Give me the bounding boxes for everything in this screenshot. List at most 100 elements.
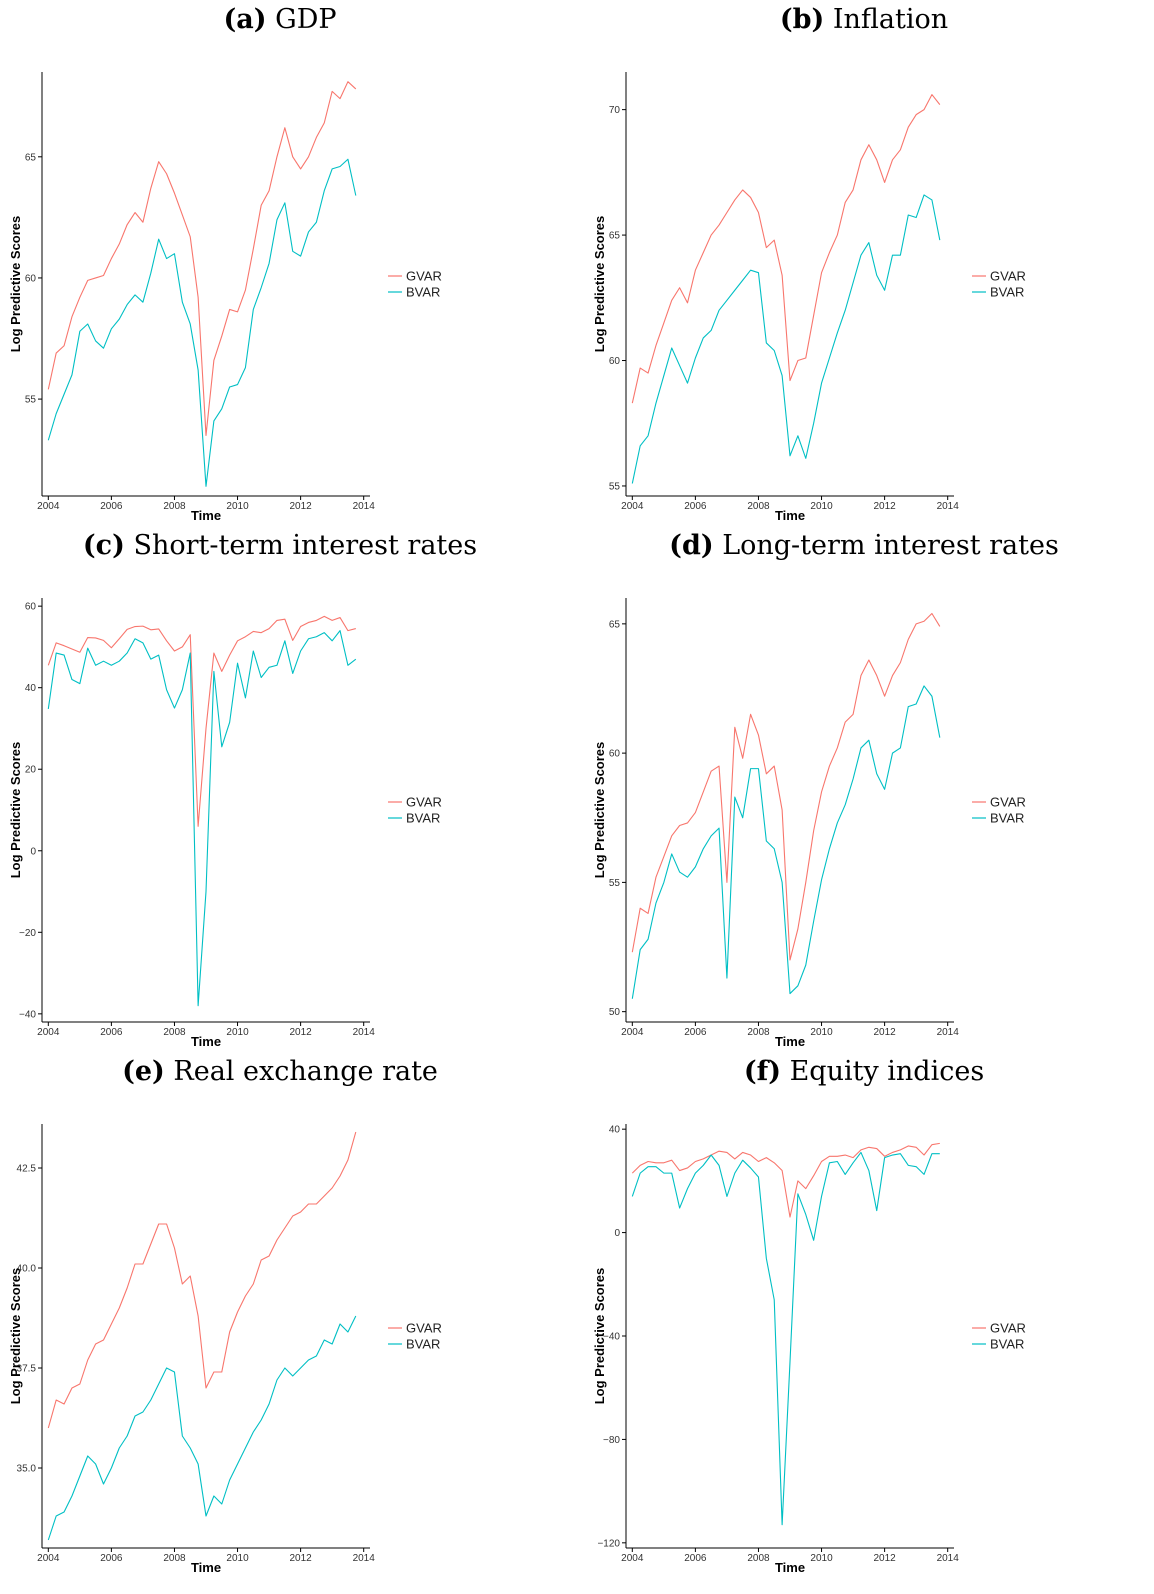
x-tick-label: 2014 (353, 501, 376, 512)
x-tick-label: 2008 (747, 1027, 770, 1038)
y-axis-title: Log Predictive Scores (592, 742, 607, 879)
y-tick-label: −20 (19, 928, 36, 939)
x-tick-label: 2004 (37, 1553, 60, 1564)
y-tick-label: 65 (609, 619, 621, 630)
panel-title-text: Short-term interest rates (133, 530, 478, 561)
x-tick-label: 2010 (810, 1553, 833, 1564)
panel-equity-indices: (f) Equity indices −120 −80 −40 0 40 2004 2006… (584, 1056, 1144, 1576)
panel-title-text: Long-term interest rates (722, 530, 1059, 561)
y-axis-title: Log Predictive Scores (8, 742, 23, 879)
x-axis-title: Time (191, 508, 221, 523)
chart-gdp: 55 60 65 2004 2006 2008 2010 2012 2014 Time Log Pr… (8, 72, 442, 523)
x-axis-title: Time (191, 1560, 221, 1575)
panel-title-text: Inflation (832, 4, 949, 35)
legend-label-bvar: BVAR (990, 1337, 1024, 1352)
x-tick-label: 2010 (226, 1027, 249, 1038)
panel-title: (a) GDP (0, 4, 560, 35)
panel-letter: (d) (669, 530, 714, 561)
x-tick-label: 2008 (163, 501, 186, 512)
panel-title: (d) Long-term interest rates (584, 530, 1144, 561)
series-line-bvar (47, 1315, 357, 1541)
legend-label-gvar: GVAR (406, 1321, 442, 1336)
y-tick-label: −40 (603, 1332, 620, 1343)
y-tick-label: 55 (609, 481, 621, 492)
series-line-bvar (631, 685, 941, 999)
series-line-gvar (47, 615, 356, 827)
x-axis-title: Time (191, 1034, 221, 1049)
panel-letter: (e) (122, 1056, 165, 1087)
series-line-gvar (47, 81, 357, 436)
panel-title: (f) Equity indices (584, 1056, 1144, 1087)
panel-letter: (b) (779, 4, 825, 35)
panel-title: (c) Short-term interest rates (0, 530, 560, 561)
chart-long-term-rates: 50 55 60 65 2004 2006 2008 2010 2012 2014 Time Log … (592, 598, 1026, 1049)
series-line-bvar (631, 1151, 940, 1526)
x-tick-label: 2004 (621, 1553, 644, 1564)
y-axis-title: Log Predictive Scores (8, 216, 23, 353)
panel-letter: (a) (223, 4, 267, 35)
x-tick-label: 2006 (100, 501, 123, 512)
chart-real-exchange-rate: 35.0 37.5 40.0 42.5 2004 2006 2008 2010 2012 2014… (8, 1124, 442, 1575)
y-tick-label: 60 (609, 356, 621, 367)
x-tick-label: 2014 (937, 1027, 960, 1038)
y-tick-label: −80 (603, 1435, 620, 1446)
x-tick-label: 2012 (873, 501, 896, 512)
x-tick-label: 2006 (684, 501, 707, 512)
y-tick-label: −40 (19, 1009, 36, 1020)
y-tick-label: 65 (609, 231, 621, 242)
y-tick-label: 60 (25, 602, 37, 613)
x-tick-label: 2004 (37, 1027, 60, 1038)
legend-label-gvar: GVAR (990, 1321, 1026, 1336)
legend-label-bvar: BVAR (406, 1337, 440, 1352)
x-tick-label: 2010 (810, 501, 833, 512)
x-tick-label: 2004 (621, 501, 644, 512)
x-tick-label: 2010 (226, 1553, 249, 1564)
series-line-gvar (631, 94, 941, 404)
series-line-gvar (47, 1131, 357, 1429)
x-tick-label: 2014 (937, 1553, 960, 1564)
y-tick-label: 20 (25, 765, 37, 776)
panel-inflation: (b) Inflation 55 60 65 70 2004 2006 2008 2010 20… (584, 4, 1144, 524)
y-tick-label: 60 (609, 749, 621, 760)
panel-short-term-rates: (c) Short-term interest rates −40 −20 0 20 4… (0, 530, 560, 1050)
x-tick-label: 2006 (100, 1553, 123, 1564)
x-tick-label: 2012 (873, 1553, 896, 1564)
panel-title-text: GDP (275, 4, 337, 35)
series-line-bvar (47, 630, 357, 1007)
x-axis-title: Time (775, 1560, 805, 1575)
x-tick-label: 2008 (163, 1553, 186, 1564)
series-line-gvar (631, 1142, 940, 1218)
y-tick-label: 35.0 (17, 1464, 37, 1475)
x-tick-label: 2014 (937, 501, 960, 512)
x-tick-label: 2014 (353, 1027, 376, 1038)
y-axis-title: Log Predictive Scores (8, 1268, 23, 1405)
panel-letter: (f) (743, 1056, 781, 1087)
y-tick-label: 50 (609, 1007, 621, 1018)
legend-label-bvar: BVAR (990, 285, 1024, 300)
y-tick-label: −120 (597, 1538, 620, 1549)
y-axis-title: Log Predictive Scores (592, 1268, 607, 1405)
y-tick-label: 0 (30, 846, 36, 857)
y-tick-label: 55 (25, 395, 37, 406)
y-tick-label: 70 (609, 105, 621, 116)
y-tick-label: 37.5 (17, 1364, 37, 1375)
x-tick-label: 2012 (289, 1027, 312, 1038)
chart-short-term-rates: −40 −20 0 20 40 60 2004 2006 2008 2010 2012 2014 Tim… (8, 598, 442, 1049)
legend-label-bvar: BVAR (406, 285, 440, 300)
series-line-gvar (631, 612, 941, 961)
x-tick-label: 2014 (353, 1553, 376, 1564)
legend-label-gvar: GVAR (990, 795, 1026, 810)
x-tick-label: 2006 (100, 1027, 123, 1038)
legend-label-bvar: BVAR (990, 811, 1024, 826)
panel-long-term-rates: (d) Long-term interest rates 50 55 60 65 200… (584, 530, 1144, 1050)
x-tick-label: 2008 (163, 1027, 186, 1038)
y-tick-label: 65 (25, 152, 37, 163)
legend-label-gvar: GVAR (406, 269, 442, 284)
panel-gdp: (a) GDP 55 60 65 2004 2006 2008 2010 2012 2014 Ti… (0, 4, 560, 524)
legend-label-gvar: GVAR (990, 269, 1026, 284)
x-tick-label: 2008 (747, 501, 770, 512)
panel-real-exchange-rate: (e) Real exchange rate 35.0 37.5 40.0 42.5 2… (0, 1056, 560, 1576)
x-axis-title: Time (775, 1034, 805, 1049)
panel-title-text: Equity indices (789, 1056, 985, 1087)
